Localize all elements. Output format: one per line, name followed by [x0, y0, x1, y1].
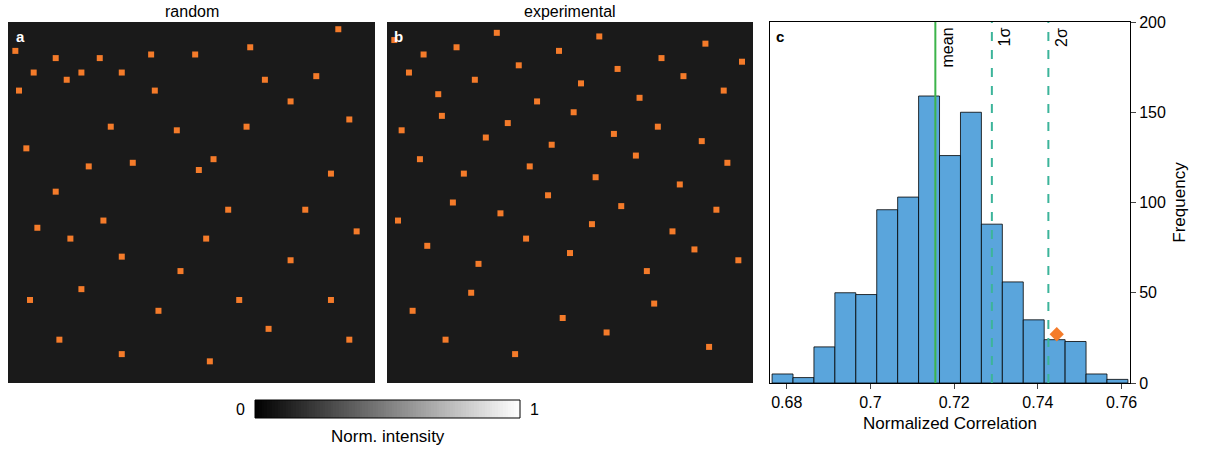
svg-text:Norm. intensity: Norm. intensity [331, 427, 445, 446]
svg-text:0: 0 [236, 401, 245, 418]
svg-text:mean: mean [939, 27, 956, 67]
svg-text:random: random [165, 3, 219, 20]
svg-text:50: 50 [1139, 284, 1157, 301]
svg-text:experimental: experimental [524, 3, 616, 20]
svg-text:0.72: 0.72 [939, 394, 970, 411]
svg-text:100: 100 [1139, 194, 1166, 211]
svg-text:a: a [16, 28, 25, 45]
svg-text:0: 0 [1139, 375, 1148, 392]
svg-text:1σ: 1σ [996, 28, 1013, 47]
svg-text:150: 150 [1139, 104, 1166, 121]
svg-text:b: b [394, 28, 403, 45]
svg-text:0.74: 0.74 [1022, 394, 1053, 411]
svg-text:Normalized Correlation: Normalized Correlation [863, 414, 1037, 433]
svg-text:c: c [776, 28, 784, 45]
svg-text:1: 1 [530, 401, 539, 418]
svg-text:0.76: 0.76 [1106, 394, 1137, 411]
svg-text:Frequency: Frequency [1170, 162, 1189, 243]
svg-text:2σ: 2σ [1053, 28, 1070, 47]
svg-text:0.7: 0.7 [859, 394, 881, 411]
svg-text:200: 200 [1139, 14, 1166, 31]
svg-text:0.68: 0.68 [771, 394, 802, 411]
